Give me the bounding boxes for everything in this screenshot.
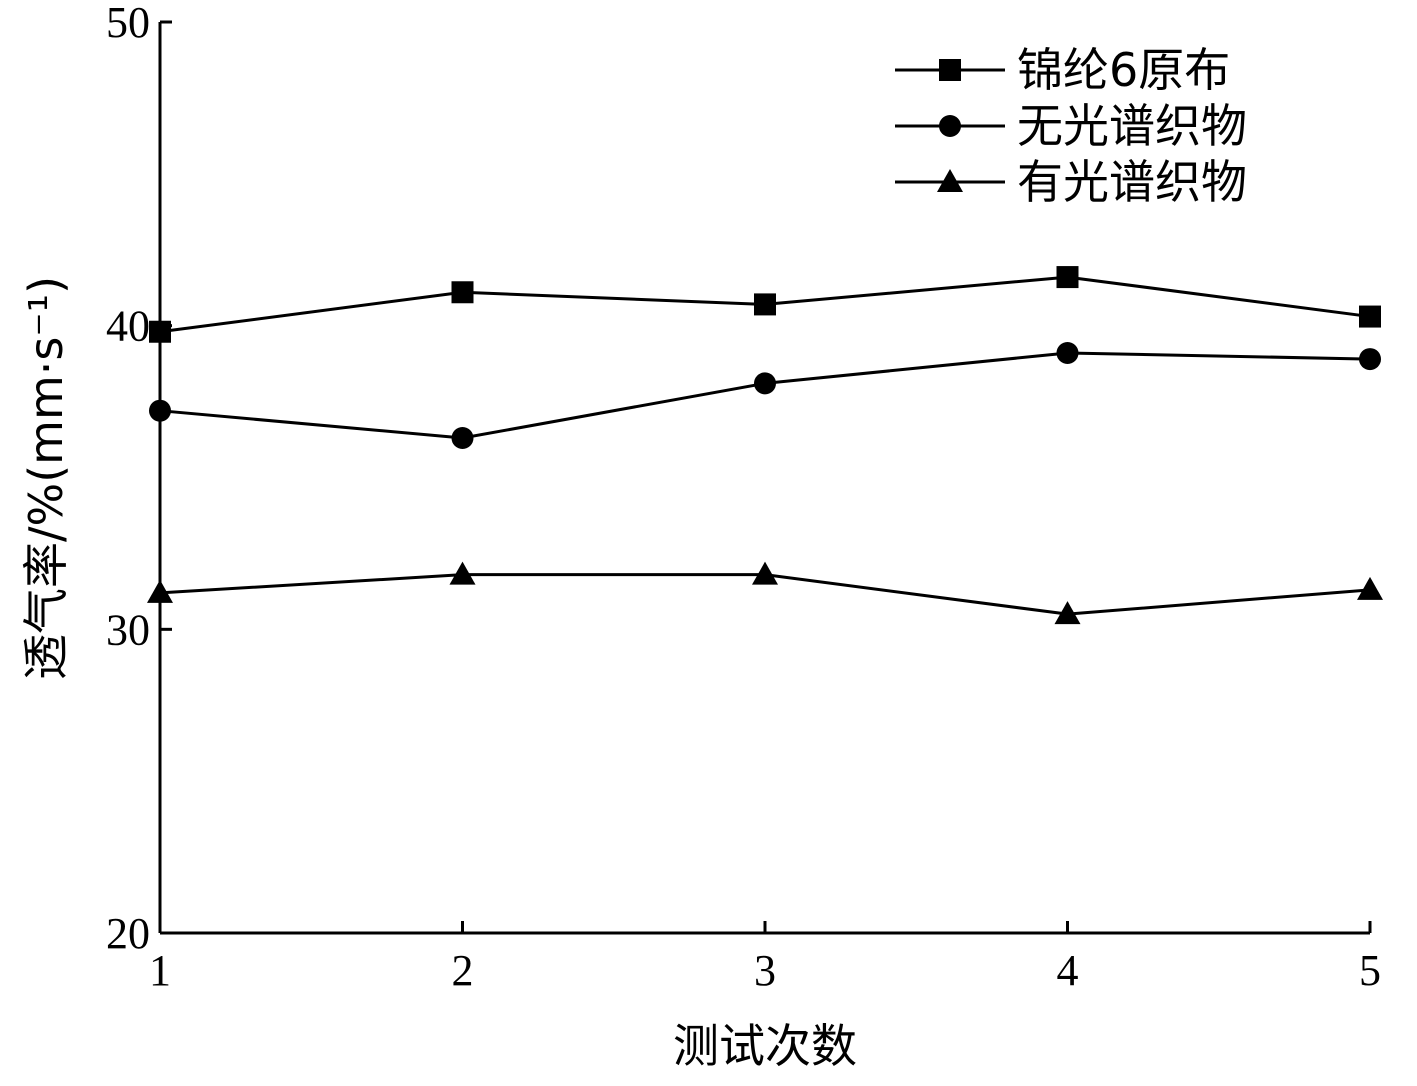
legend-item-2: 无光谱织物 (895, 99, 1247, 153)
y-tick-label: 20 (106, 909, 150, 958)
data-point-square (1359, 305, 1381, 328)
series-layer (147, 266, 1383, 625)
y-tick-label: 40 (106, 302, 150, 351)
series-2 (149, 341, 1381, 450)
data-point-circle (451, 427, 474, 450)
x-tick-label: 4 (1057, 946, 1079, 995)
x-tick-label: 2 (452, 946, 474, 995)
data-point-triangle (147, 579, 173, 603)
data-point-circle (149, 399, 171, 422)
legend-label: 无光谱织物 (1017, 99, 1247, 153)
data-point-circle (754, 372, 776, 395)
data-point-square (754, 293, 776, 316)
y-tick-label: 50 (106, 0, 150, 47)
axes: 20 30 40 50 1 2 3 4 5 (106, 0, 1381, 995)
data-point-circle (1056, 341, 1079, 364)
y-tick-label: 30 (106, 605, 150, 654)
data-point-triangle (1054, 601, 1081, 625)
legend-item-3: 有光谱织物 (895, 155, 1247, 209)
data-point-triangle (937, 169, 963, 192)
data-point-square (1056, 266, 1079, 289)
legend-label: 锦纶6原布 (1017, 43, 1230, 97)
series-3 (147, 561, 1383, 625)
y-axis-title: 透气率/%(mm·s⁻¹) (19, 276, 73, 680)
data-point-square (451, 281, 474, 304)
data-point-circle (1359, 348, 1381, 371)
data-point-square (939, 59, 961, 81)
x-tick-label: 5 (1359, 946, 1381, 995)
series-line (159, 351, 1371, 440)
data-point-triangle (1357, 576, 1383, 600)
data-point-triangle (449, 561, 476, 585)
x-axis-title: 测试次数 (673, 1019, 857, 1073)
data-point-circle (939, 115, 961, 137)
legend-item-1: 锦纶6原布 (895, 43, 1230, 97)
series-1 (149, 266, 1381, 343)
x-tick-label: 3 (754, 946, 776, 995)
x-tick-label: 1 (149, 946, 171, 995)
data-point-square (149, 320, 171, 343)
legend-label: 有光谱织物 (1017, 155, 1247, 209)
data-point-triangle (752, 561, 778, 585)
